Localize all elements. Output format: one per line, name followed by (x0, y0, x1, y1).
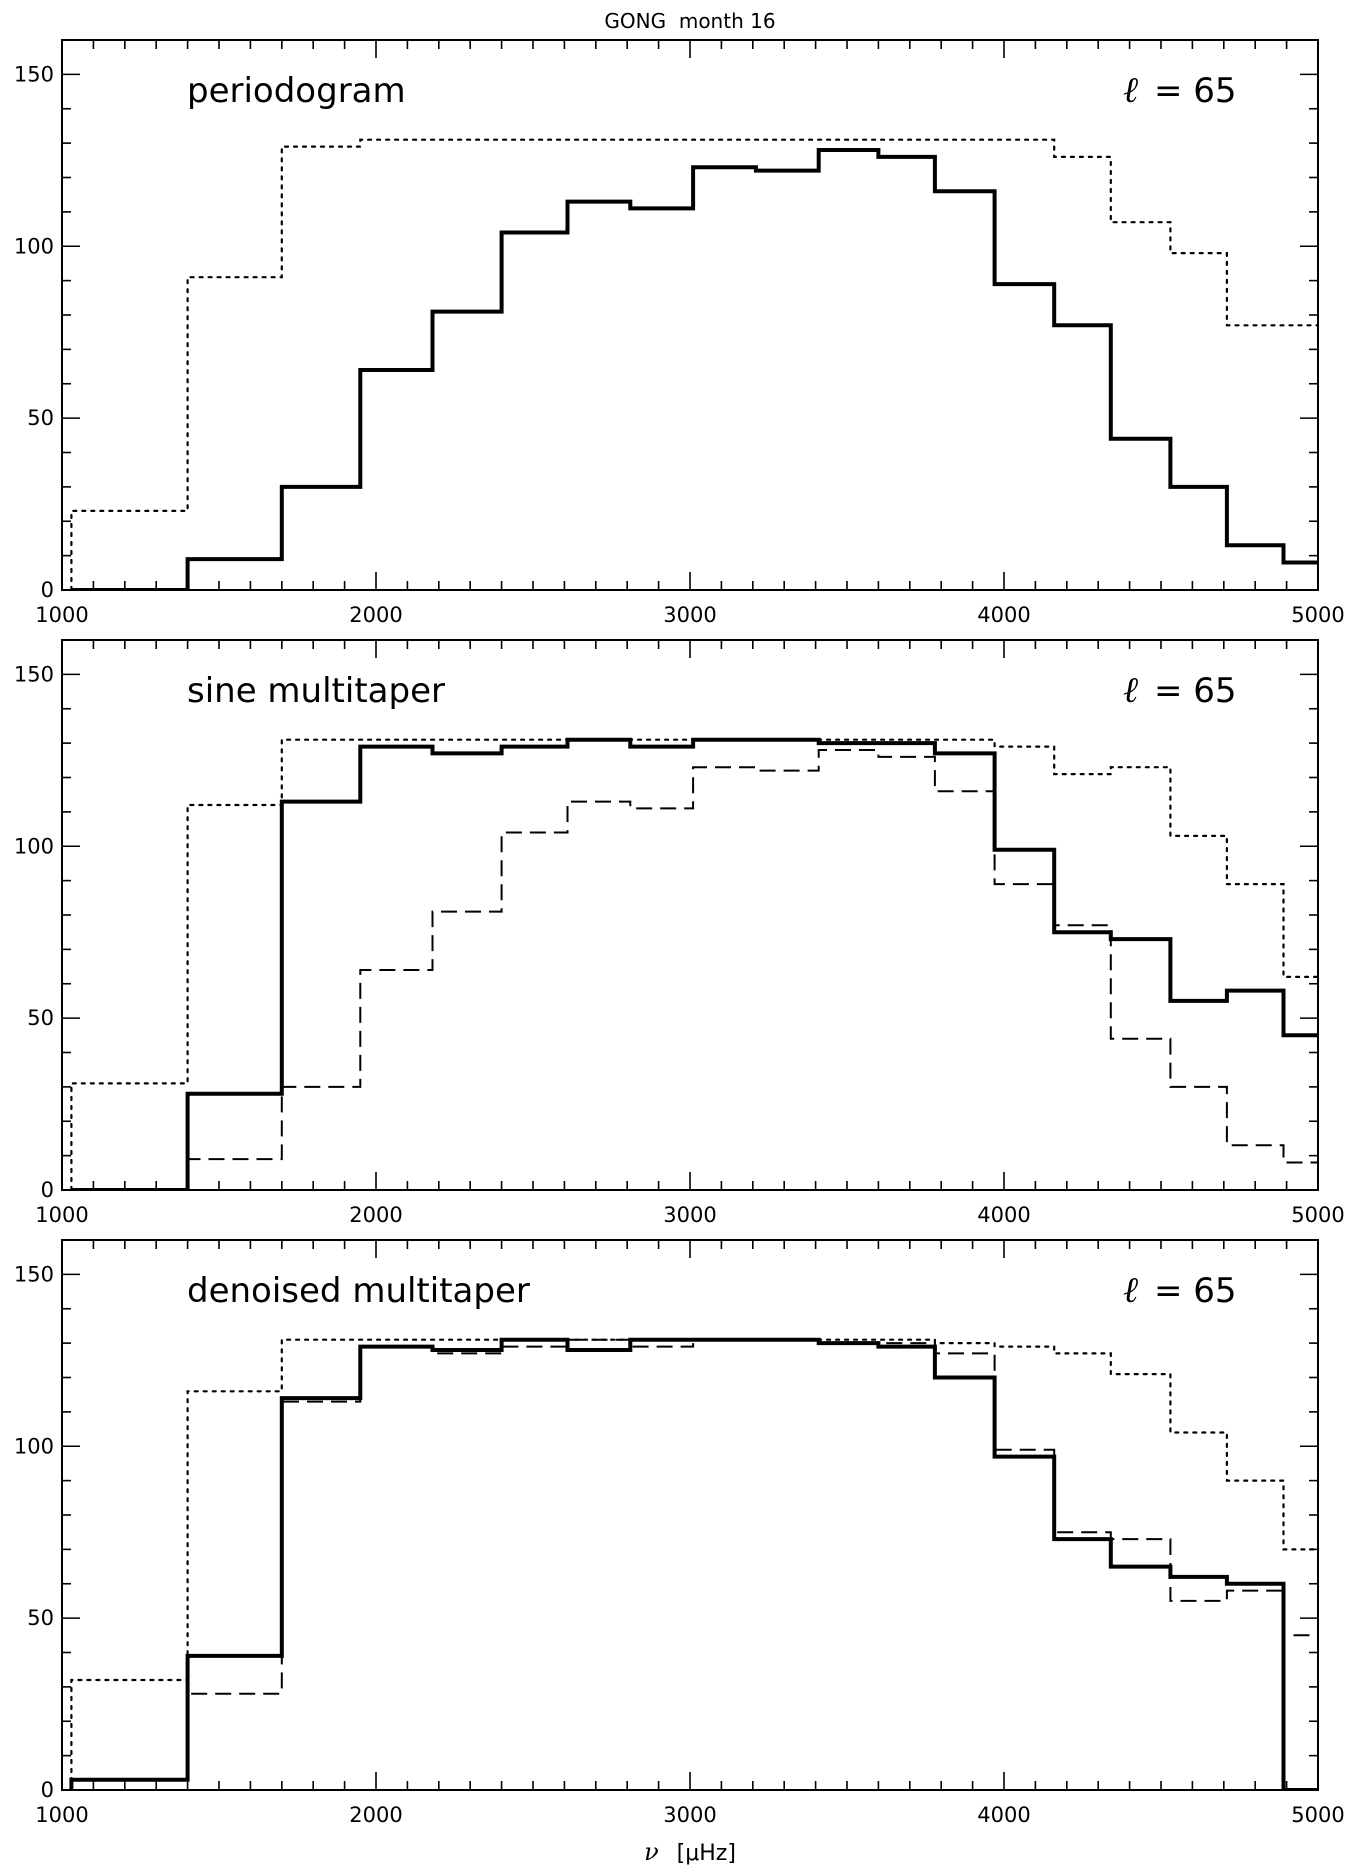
x-tick-label: 5000 (1291, 1803, 1344, 1827)
panel-periodogram: 1000 2000 3000 4000 5000 0 50 100 150 periodogram… (14, 39, 1345, 627)
plot-frame (61, 639, 1319, 1191)
degree-value: = 65 (1154, 671, 1237, 711)
plot-frame (61, 39, 1319, 591)
ell-symbol: ℓ (1123, 670, 1138, 711)
x-tick-label: 5000 (1291, 603, 1344, 627)
x-tick-label: 3000 (663, 1803, 716, 1827)
x-tick-label: 3000 (663, 603, 716, 627)
degree-label: ℓ = 65 (1123, 1270, 1237, 1311)
series-solid-line (71, 737, 1318, 1190)
plot-frame (61, 1239, 1319, 1791)
x-tick-label: 2000 (349, 603, 402, 627)
x-tick-label: 1000 (35, 1803, 88, 1827)
series-solid-line (69, 1337, 1318, 1790)
y-tick-label: 0 (41, 1778, 54, 1802)
y-tick-label: 0 (41, 578, 54, 602)
x-tick-label: 1000 (35, 603, 88, 627)
series-dashed-line (71, 749, 1318, 1190)
degree-label: ℓ = 65 (1123, 670, 1237, 711)
x-axis-units: [μHz] (677, 1841, 736, 1866)
panel-denoised-multitaper: 1000 2000 3000 4000 5000 0 50 100 150 denoised mu… (14, 1239, 1345, 1866)
panel-label: sine multitaper (187, 671, 445, 711)
series-dotted-line (70, 1338, 1318, 1790)
panel-sine-multitaper: 1000 2000 3000 4000 5000 0 50 100 150 sine multit… (14, 639, 1345, 1227)
x-tick-label: 4000 (977, 1803, 1030, 1827)
x-tick-label: 4000 (977, 603, 1030, 627)
degree-value: = 65 (1154, 71, 1237, 111)
y-tick-label: 50 (27, 1006, 54, 1030)
y-tick-label: 50 (27, 1606, 54, 1630)
panel-label: periodogram (187, 71, 406, 111)
y-tick-label: 100 (14, 834, 54, 858)
nu-symbol: ν (644, 1838, 659, 1866)
degree-value: = 65 (1154, 1271, 1237, 1311)
x-axis-label: ν [μHz] (644, 1838, 736, 1866)
x-tick-label: 2000 (349, 1803, 402, 1827)
series-dotted-line (70, 738, 1318, 1190)
series-dotted-line (70, 138, 1318, 590)
y-tick-label: 50 (27, 406, 54, 430)
degree-label: ℓ = 65 (1123, 70, 1237, 111)
ell-symbol: ℓ (1123, 1270, 1138, 1311)
x-tick-label: 4000 (977, 1203, 1030, 1227)
ell-symbol: ℓ (1123, 70, 1138, 111)
x-tick-label: 2000 (349, 1203, 402, 1227)
figure-title: GONG month 16 (604, 9, 775, 33)
y-tick-label: 100 (14, 1434, 54, 1458)
x-tick-label: 5000 (1291, 1203, 1344, 1227)
y-tick-label: 150 (14, 62, 54, 86)
y-tick-label: 150 (14, 662, 54, 686)
x-tick-label: 1000 (35, 1203, 88, 1227)
y-tick-label: 100 (14, 234, 54, 258)
series-solid-line (71, 148, 1318, 590)
y-tick-label: 150 (14, 1262, 54, 1286)
y-tick-label: 0 (41, 1178, 54, 1202)
x-tick-label: 3000 (663, 1203, 716, 1227)
panel-label: denoised multitaper (187, 1271, 530, 1311)
